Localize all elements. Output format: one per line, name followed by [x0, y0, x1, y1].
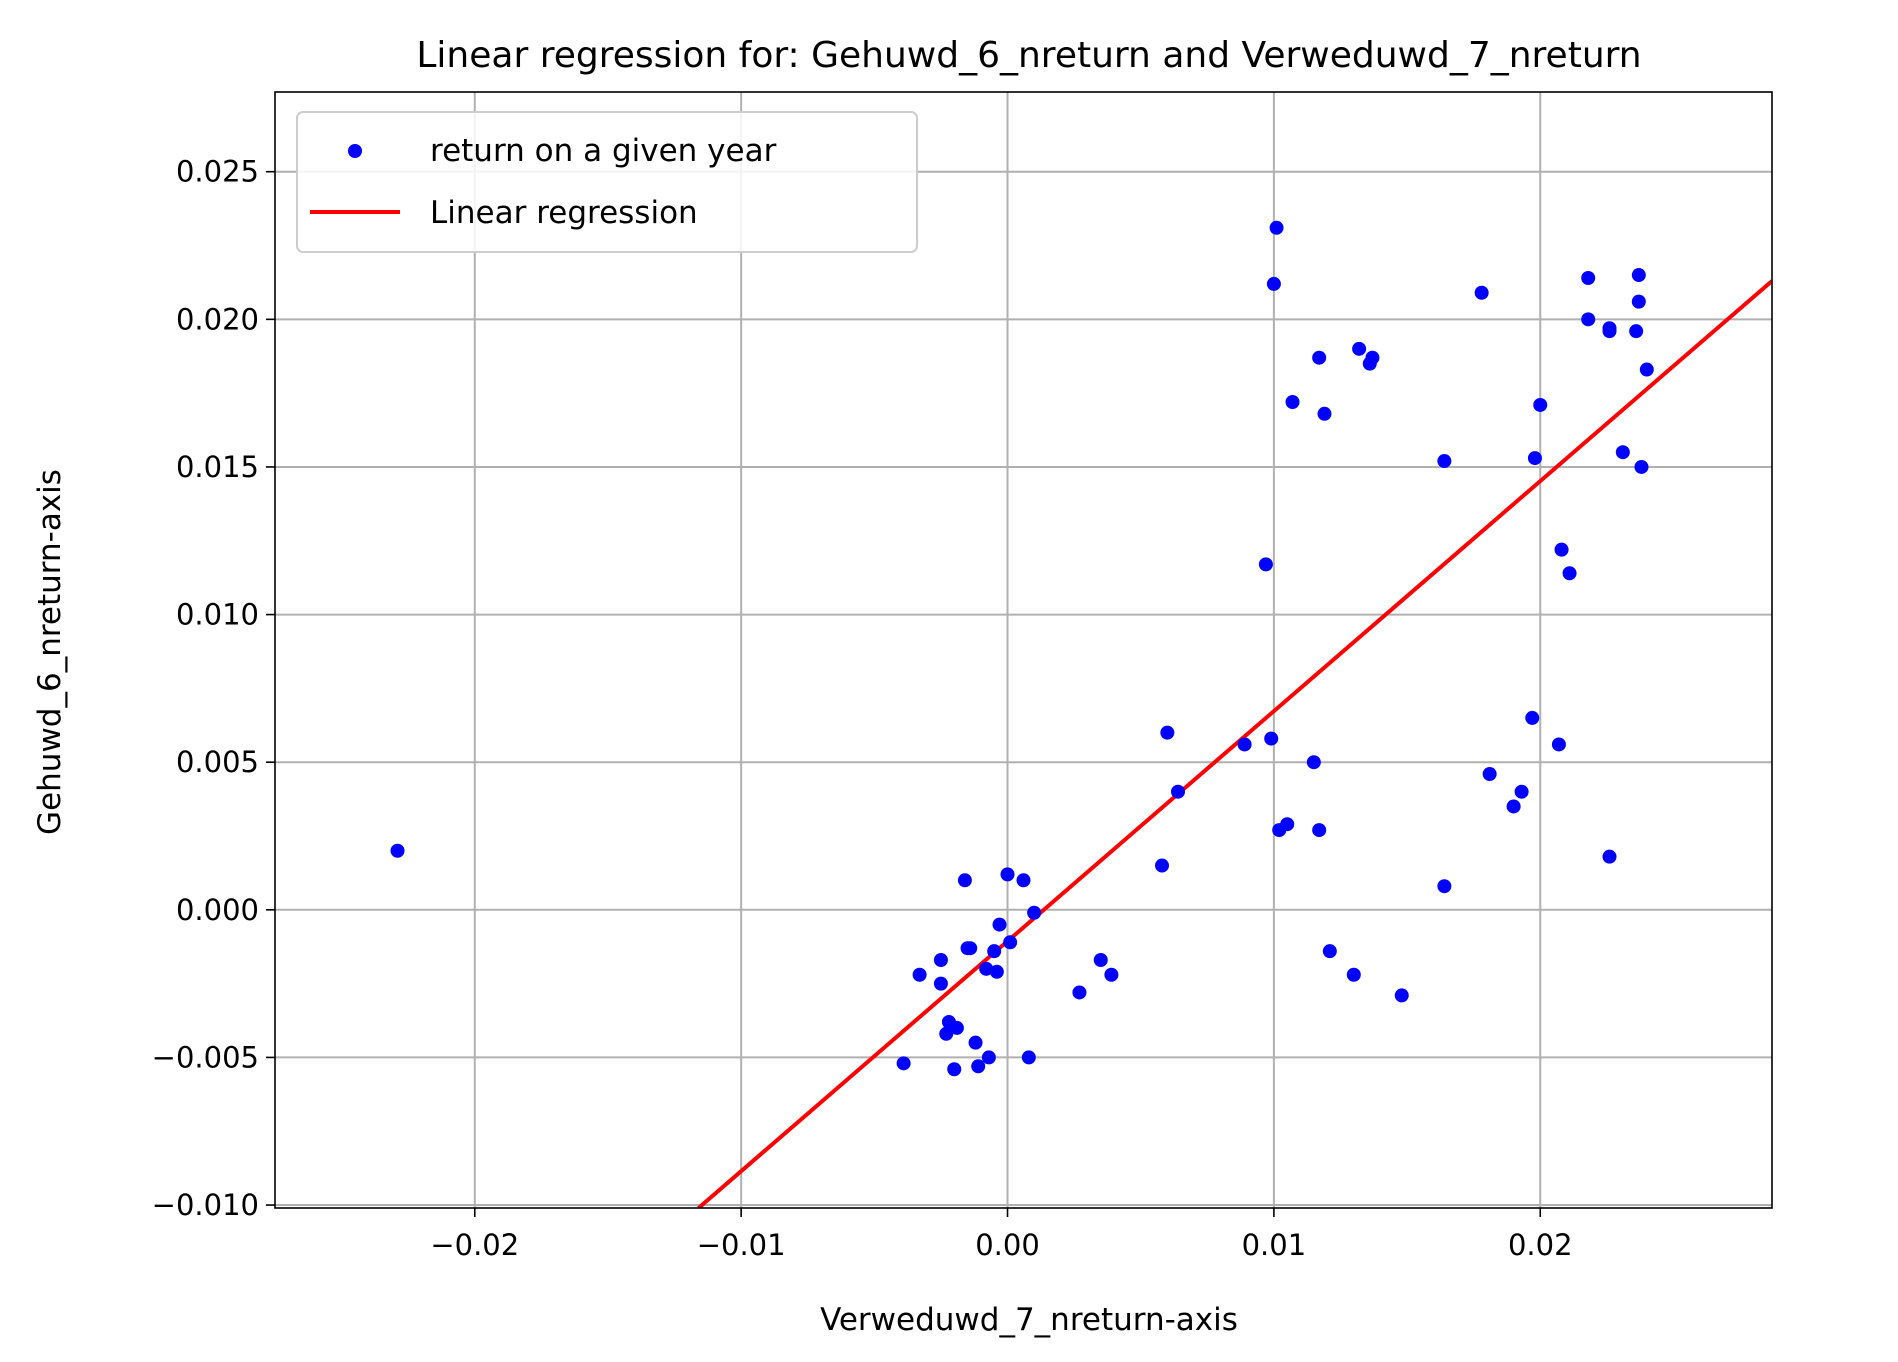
- data-point: [1022, 1050, 1036, 1064]
- data-point: [1264, 732, 1278, 746]
- data-point: [987, 944, 1001, 958]
- data-point: [1094, 953, 1108, 967]
- data-point: [990, 965, 1004, 979]
- data-point: [1072, 985, 1086, 999]
- data-point: [1259, 557, 1273, 571]
- data-point: [1632, 295, 1646, 309]
- data-point: [1003, 935, 1017, 949]
- data-point: [934, 977, 948, 991]
- data-point: [1307, 755, 1321, 769]
- regression-line: [699, 281, 1772, 1208]
- data-point: [1286, 395, 1300, 409]
- data-point: [1507, 799, 1521, 813]
- data-point: [947, 1062, 961, 1076]
- y-tick-label: 0.000: [176, 893, 259, 927]
- data-point: [1616, 445, 1630, 459]
- y-axis-label: Gehuwd_6_nreturn-axis: [32, 469, 68, 835]
- data-point: [1238, 737, 1252, 751]
- data-point: [1634, 460, 1648, 474]
- data-point: [897, 1056, 911, 1070]
- regression-line-layer: [699, 281, 1772, 1208]
- y-tick-label: 0.020: [176, 302, 259, 336]
- data-point: [982, 1050, 996, 1064]
- legend-label-scatter: return on a given year: [430, 133, 777, 169]
- data-point: [1312, 823, 1326, 837]
- data-point: [1581, 271, 1595, 285]
- data-point: [1270, 221, 1284, 235]
- data-point: [1347, 968, 1361, 982]
- data-point: [934, 953, 948, 967]
- y-tick-label: 0.015: [176, 450, 259, 484]
- data-point: [1640, 363, 1654, 377]
- data-point: [1603, 850, 1617, 864]
- data-point: [1515, 785, 1529, 799]
- x-tick-label: 0.02: [1508, 1228, 1573, 1262]
- data-point: [969, 1036, 983, 1050]
- scatter-points: [391, 221, 1654, 1076]
- plot-frame: [275, 92, 1772, 1208]
- data-point: [993, 918, 1007, 932]
- data-point: [1629, 324, 1643, 338]
- data-point: [1323, 944, 1337, 958]
- y-tick-label: 0.005: [176, 745, 259, 779]
- data-point: [913, 968, 927, 982]
- legend: return on a given year Linear regression: [297, 112, 917, 252]
- data-point: [950, 1021, 964, 1035]
- data-point: [1001, 867, 1015, 881]
- y-tick-label: −0.005: [152, 1040, 259, 1074]
- data-point: [1437, 879, 1451, 893]
- x-axis-ticks: −0.02 −0.01 0.00 0.01 0.02: [430, 1208, 1572, 1262]
- data-point: [1352, 342, 1366, 356]
- x-tick-label: −0.02: [430, 1228, 519, 1262]
- data-point: [963, 941, 977, 955]
- data-point: [1581, 312, 1595, 326]
- data-point: [1104, 968, 1118, 982]
- x-tick-label: −0.01: [697, 1228, 786, 1262]
- legend-label-line: Linear regression: [430, 195, 698, 231]
- data-point: [1632, 268, 1646, 282]
- data-point: [1280, 817, 1294, 831]
- data-point: [1395, 988, 1409, 1002]
- plot-area: [391, 221, 1772, 1208]
- data-point: [1160, 726, 1174, 740]
- chart-title: Linear regression for: Gehuwd_6_nreturn …: [416, 35, 1641, 76]
- data-point: [1017, 873, 1031, 887]
- legend-marker-scatter: [348, 144, 362, 158]
- data-point: [1528, 451, 1542, 465]
- data-point: [1171, 785, 1185, 799]
- y-tick-label: 0.025: [176, 155, 259, 189]
- y-tick-label: −0.010: [152, 1188, 259, 1222]
- data-point: [1027, 906, 1041, 920]
- x-axis-label: Verweduwd_7_nreturn-axis: [820, 1302, 1238, 1338]
- data-point: [1437, 454, 1451, 468]
- data-point: [1533, 398, 1547, 412]
- data-point: [1365, 351, 1379, 365]
- grid: [275, 92, 1772, 1208]
- data-point: [1155, 859, 1169, 873]
- x-tick-label: 0.01: [1242, 1228, 1307, 1262]
- data-point: [1603, 324, 1617, 338]
- data-point: [1525, 711, 1539, 725]
- data-point: [1552, 737, 1566, 751]
- data-point: [391, 844, 405, 858]
- y-axis-ticks: −0.010 −0.005 0.000 0.005 0.010 0.015 0.020 0.0…: [152, 155, 275, 1222]
- data-point: [1475, 286, 1489, 300]
- data-point: [958, 873, 972, 887]
- data-point: [1312, 351, 1326, 365]
- data-point: [1267, 277, 1281, 291]
- data-point: [1555, 543, 1569, 557]
- x-tick-label: 0.00: [975, 1228, 1040, 1262]
- data-point: [1317, 407, 1331, 421]
- data-point: [1563, 566, 1577, 580]
- data-point: [1483, 767, 1497, 781]
- y-tick-label: 0.010: [176, 598, 259, 632]
